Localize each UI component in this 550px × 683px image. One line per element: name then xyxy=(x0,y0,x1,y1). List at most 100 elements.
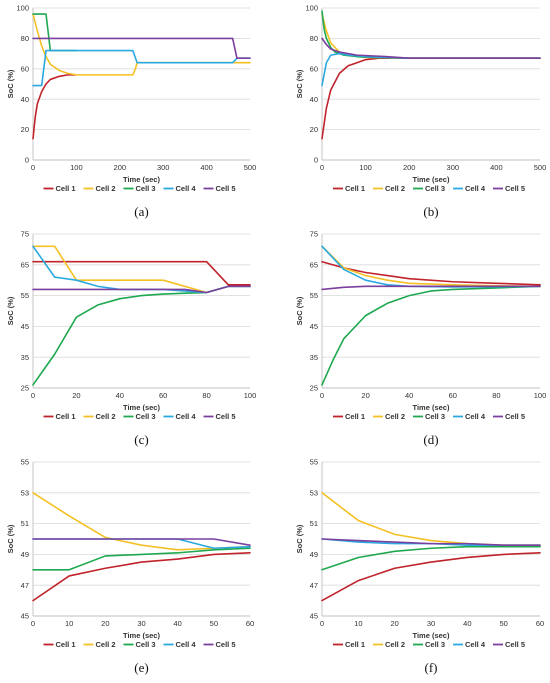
legend-entry: Cell 4 xyxy=(176,412,197,421)
x-tick-label: 60 xyxy=(246,619,254,628)
x-tick-label: 500 xyxy=(244,163,257,172)
y-axis-label: SoC (%) xyxy=(6,296,15,325)
x-tick-label: 20 xyxy=(101,619,109,628)
legend-entry: Cell 5 xyxy=(216,640,236,649)
legend-entry: Cell 1 xyxy=(56,640,76,649)
x-axis-label: Time (sec) xyxy=(123,175,160,184)
y-tick-label: 65 xyxy=(310,260,318,269)
x-tick-label: 300 xyxy=(447,163,460,172)
y-tick-label: 45 xyxy=(310,322,318,331)
y-tick-label: 0 xyxy=(25,156,29,165)
y-axis-label: SoC (%) xyxy=(295,296,304,325)
series-line xyxy=(32,245,251,294)
x-tick-label: 400 xyxy=(200,163,213,172)
x-tick-label: 50 xyxy=(499,619,507,628)
x-tick-label: 80 xyxy=(202,391,210,400)
y-tick-label: 47 xyxy=(310,581,318,590)
y-tick-label: 60 xyxy=(21,64,29,73)
chart-panel: 25 35 45 55 65 75 0 20 40 60 80 100 Time (sec) SoC (%… xyxy=(295,230,546,447)
x-tick-label: 0 xyxy=(320,619,324,628)
series-line xyxy=(321,285,541,386)
y-tick-label: 51 xyxy=(21,519,29,528)
legend-entry: Cell 5 xyxy=(505,640,525,649)
y-tick-label: 80 xyxy=(21,34,29,43)
panel-caption: (c) xyxy=(134,432,148,447)
panel-caption: (d) xyxy=(423,432,438,447)
legend-entry: Cell 3 xyxy=(136,412,156,421)
legend-entry: Cell 4 xyxy=(465,640,486,649)
legend-entry: Cell 5 xyxy=(505,412,525,421)
x-tick-label: 60 xyxy=(159,391,167,400)
y-tick-label: 35 xyxy=(21,353,29,362)
series-line xyxy=(321,538,541,546)
series-line xyxy=(32,538,251,546)
series-line xyxy=(321,13,541,59)
y-tick-label: 100 xyxy=(305,4,318,13)
y-tick-label: 40 xyxy=(21,95,29,104)
legend-entry: Cell 2 xyxy=(96,412,116,421)
series-line xyxy=(32,285,251,294)
x-axis-label: Time (sec) xyxy=(413,175,450,184)
series-line xyxy=(321,491,541,546)
y-tick-label: 45 xyxy=(21,612,29,621)
x-tick-label: 400 xyxy=(490,163,503,172)
y-axis-label: SoC (%) xyxy=(295,524,304,553)
legend-entry: Cell 1 xyxy=(56,412,76,421)
x-tick-label: 50 xyxy=(210,619,218,628)
x-tick-label: 0 xyxy=(31,619,35,628)
x-tick-label: 100 xyxy=(70,163,83,172)
legend-entry: Cell 5 xyxy=(216,412,236,421)
y-axis-label: SoC (%) xyxy=(6,524,15,553)
series-line xyxy=(321,545,541,571)
legend-entry: Cell 5 xyxy=(505,184,525,193)
chart-panel: 25 35 45 55 65 75 0 20 40 60 80 100 Time (sec) SoC (%… xyxy=(6,230,256,447)
y-tick-label: 47 xyxy=(21,581,29,590)
panel-caption: (e) xyxy=(134,660,148,675)
y-tick-label: 55 xyxy=(310,291,318,300)
y-tick-label: 53 xyxy=(310,488,318,497)
y-tick-label: 75 xyxy=(21,230,29,239)
y-tick-label: 75 xyxy=(310,230,318,239)
series-line xyxy=(321,10,541,59)
x-tick-label: 20 xyxy=(390,619,398,628)
series-line xyxy=(32,13,251,76)
series-line xyxy=(32,74,78,140)
legend-entry: Cell 3 xyxy=(425,412,445,421)
y-tick-label: 65 xyxy=(21,260,29,269)
y-tick-label: 25 xyxy=(21,384,29,393)
chart-panel: 45 47 49 51 53 55 0 10 20 30 40 50 60 Time (sec) SoC (… xyxy=(295,458,544,675)
x-tick-label: 40 xyxy=(463,619,471,628)
x-tick-label: 30 xyxy=(427,619,435,628)
y-axis-label: SoC (%) xyxy=(6,69,15,98)
y-tick-label: 20 xyxy=(310,125,318,134)
legend-entry: Cell 4 xyxy=(176,640,197,649)
x-tick-label: 200 xyxy=(403,163,416,172)
panel-caption: (b) xyxy=(423,204,438,219)
legend-entry: Cell 3 xyxy=(425,184,445,193)
y-axis-label: SoC (%) xyxy=(295,69,304,98)
y-tick-label: 100 xyxy=(16,4,29,13)
series-line xyxy=(32,552,251,602)
legend-entry: Cell 4 xyxy=(465,184,486,193)
x-axis-label: Time (sec) xyxy=(413,403,450,412)
chart-panel: 0 20 40 60 80 100 0 100 200 300 400 500 Time (sec) So… xyxy=(295,4,546,219)
series-line xyxy=(32,49,251,87)
x-tick-label: 10 xyxy=(65,619,73,628)
x-tick-label: 60 xyxy=(536,619,544,628)
y-tick-label: 55 xyxy=(21,291,29,300)
series-line xyxy=(32,285,251,386)
y-tick-label: 0 xyxy=(314,156,318,165)
legend-entry: Cell 3 xyxy=(136,640,156,649)
x-tick-label: 100 xyxy=(534,391,547,400)
legend-entry: Cell 1 xyxy=(56,184,76,193)
x-tick-label: 60 xyxy=(449,391,457,400)
y-tick-label: 25 xyxy=(310,384,318,393)
x-tick-label: 40 xyxy=(405,391,413,400)
panel-caption: (f) xyxy=(425,660,438,675)
legend-entry: Cell 4 xyxy=(176,184,197,193)
x-axis-label: Time (sec) xyxy=(413,631,450,640)
x-axis-label: Time (sec) xyxy=(123,631,160,640)
x-tick-label: 20 xyxy=(72,391,80,400)
legend-entry: Cell 1 xyxy=(345,640,365,649)
x-tick-label: 100 xyxy=(244,391,257,400)
